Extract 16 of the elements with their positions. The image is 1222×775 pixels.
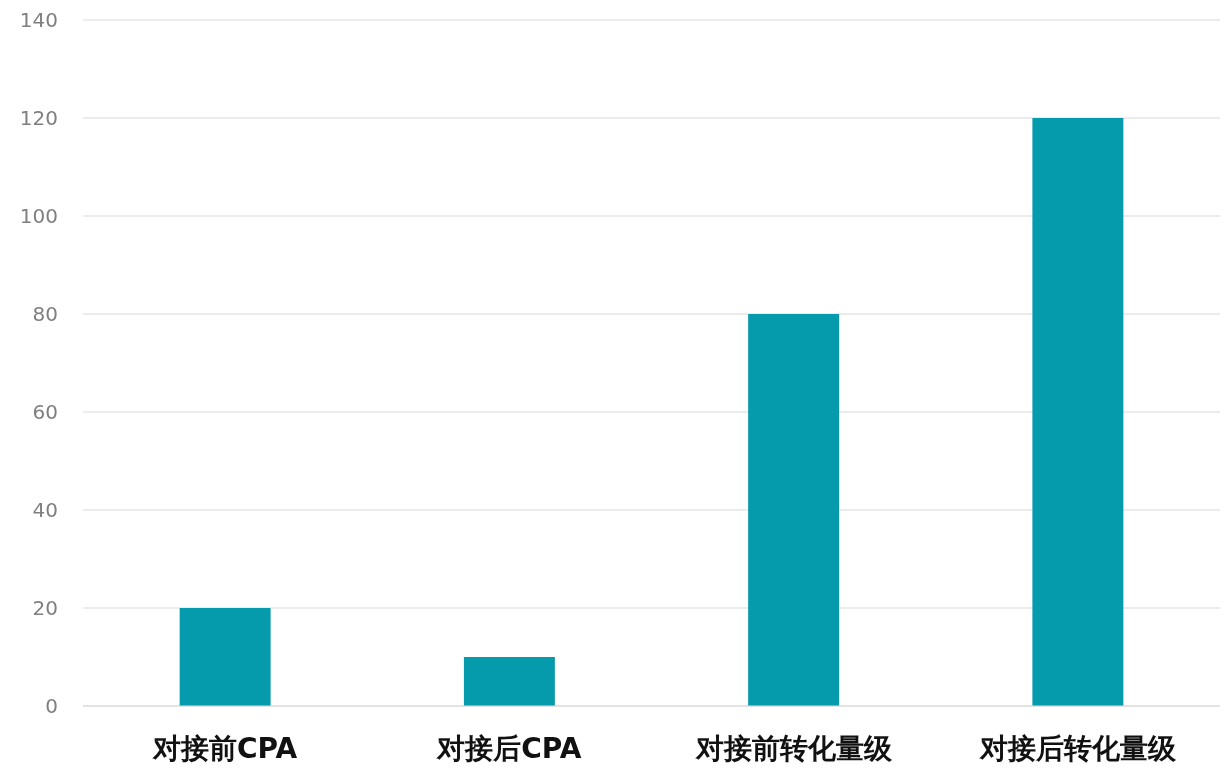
y-tick-label: 80 xyxy=(32,302,58,326)
x-tick-label: 对接前CPA xyxy=(152,732,298,765)
y-tick-label: 120 xyxy=(19,106,58,130)
bar xyxy=(748,314,840,706)
y-tick-label: 20 xyxy=(32,596,58,620)
y-tick-label: 100 xyxy=(19,204,58,228)
x-tick-label: 对接后转化量级 xyxy=(978,732,1177,765)
bar xyxy=(179,608,271,706)
y-tick-label: 40 xyxy=(32,498,58,522)
y-tick-label: 0 xyxy=(45,694,58,718)
x-tick-label: 对接后CPA xyxy=(436,732,582,765)
bar xyxy=(463,657,555,706)
y-tick-label: 140 xyxy=(19,8,58,32)
y-tick-label: 60 xyxy=(32,400,58,424)
bar xyxy=(1032,118,1124,706)
x-tick-label: 对接前转化量级 xyxy=(694,732,893,765)
